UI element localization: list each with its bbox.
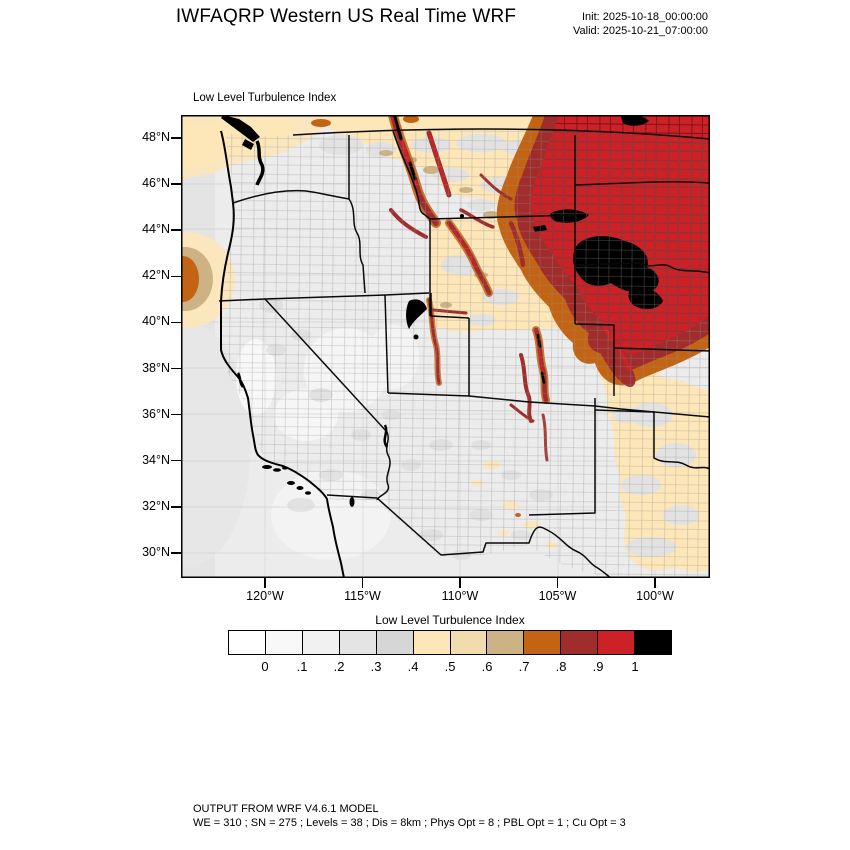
lat-tick-label: 36°N bbox=[142, 406, 170, 421]
lat-tick bbox=[171, 229, 181, 231]
lat-tick bbox=[171, 367, 181, 370]
lon-tick-label: 110°W bbox=[441, 589, 479, 603]
colorbar-cell bbox=[229, 631, 266, 654]
colorbar bbox=[228, 630, 672, 655]
lon-tick-label: 100°W bbox=[636, 589, 674, 603]
map-field-label: Low Level Turbulence Index bbox=[193, 92, 337, 104]
lon-tick bbox=[361, 578, 364, 588]
colorbar-tick-label: .7 bbox=[518, 659, 530, 674]
map-canvas bbox=[181, 115, 710, 578]
salton-sea bbox=[349, 497, 355, 507]
colorbar-tick-label: .9 bbox=[592, 659, 604, 674]
lat-tick-label: 48°N bbox=[142, 130, 170, 144]
valid-time: Valid: 2025-10-21_07:00:00 bbox=[573, 24, 708, 37]
lat-tick-label: 46°N bbox=[142, 176, 170, 191]
colorbar-tick-label: .8 bbox=[555, 659, 567, 674]
colorbar-cell bbox=[302, 631, 340, 654]
coastline bbox=[220, 115, 464, 578]
lon-tick bbox=[556, 578, 559, 588]
great-salt-lake bbox=[406, 299, 427, 329]
turbulence-map bbox=[181, 115, 710, 578]
lat-tick bbox=[171, 552, 181, 554]
lake-mead bbox=[383, 424, 389, 448]
colorbar-tick-label: .3 bbox=[370, 659, 382, 674]
page-title: IWFAQRP Western US Real Time WRF bbox=[175, 6, 517, 27]
colorbar-cell bbox=[561, 631, 599, 654]
state-borders bbox=[218, 128, 710, 578]
lat-tick bbox=[171, 183, 181, 185]
colorbar-tick-label: .5 bbox=[444, 659, 456, 674]
colorbar-cell bbox=[598, 631, 636, 654]
colorbar-tick-label: .4 bbox=[407, 659, 419, 674]
lat-tick-label: 42°N bbox=[142, 268, 170, 283]
lat-tick-label: 44°N bbox=[142, 222, 170, 237]
colorbar-tick-label: .6 bbox=[481, 659, 493, 674]
colorbar-tick-label: .1 bbox=[296, 659, 308, 674]
lat-tick-label: 40°N bbox=[142, 314, 170, 329]
colorbar-tick-label: .2 bbox=[333, 659, 345, 674]
lat-tick bbox=[171, 506, 181, 508]
lon-tick-label: 105°W bbox=[538, 589, 577, 603]
lat-tick bbox=[171, 137, 181, 139]
footer-config-line: WE = 310 ; SN = 275 ; Levels = 38 ; Dis … bbox=[193, 816, 626, 829]
lon-tick-label: 115°W bbox=[344, 589, 381, 603]
lat-tick bbox=[171, 413, 181, 416]
lat-tick bbox=[171, 321, 181, 324]
lat-tick bbox=[171, 275, 181, 278]
colorbar-tick-label: 0 bbox=[261, 659, 269, 674]
footer-model-line: OUTPUT FROM WRF V4.6.1 MODEL bbox=[193, 803, 379, 815]
colorbar-cell bbox=[635, 631, 672, 654]
lon-tick-label: 120°W bbox=[246, 589, 284, 603]
colorbar-tick-label: 1 bbox=[631, 659, 639, 674]
colorbar-cell bbox=[376, 631, 414, 654]
lon-tick bbox=[459, 578, 461, 588]
lat-tick bbox=[171, 459, 181, 462]
colorbar-cell bbox=[413, 631, 451, 654]
colorbar-cell bbox=[450, 631, 488, 654]
lon-tick bbox=[264, 578, 266, 588]
lon-tick bbox=[654, 578, 656, 588]
colorbar-cell bbox=[487, 631, 525, 654]
map-frame bbox=[181, 115, 710, 578]
init-time: Init: 2025-10-18_00:00:00 bbox=[582, 11, 708, 23]
run-times: Init: 2025-10-18_00:00:00 Valid: 2025-10… bbox=[545, 11, 708, 38]
colorbar-title: Low Level Turbulence Index bbox=[375, 613, 525, 627]
lat-tick-label: 34°N bbox=[142, 452, 170, 467]
footer-notes: OUTPUT FROM WRF V4.6.1 MODEL WE = 310 ; … bbox=[193, 803, 626, 830]
colorbar-cell bbox=[524, 631, 562, 654]
lat-tick-label: 38°N bbox=[142, 360, 170, 375]
colorbar-cell bbox=[339, 631, 377, 654]
colorbar-cell bbox=[265, 631, 303, 654]
lat-tick-label: 32°N bbox=[142, 498, 170, 513]
lat-tick-label: 30°N bbox=[142, 544, 170, 559]
